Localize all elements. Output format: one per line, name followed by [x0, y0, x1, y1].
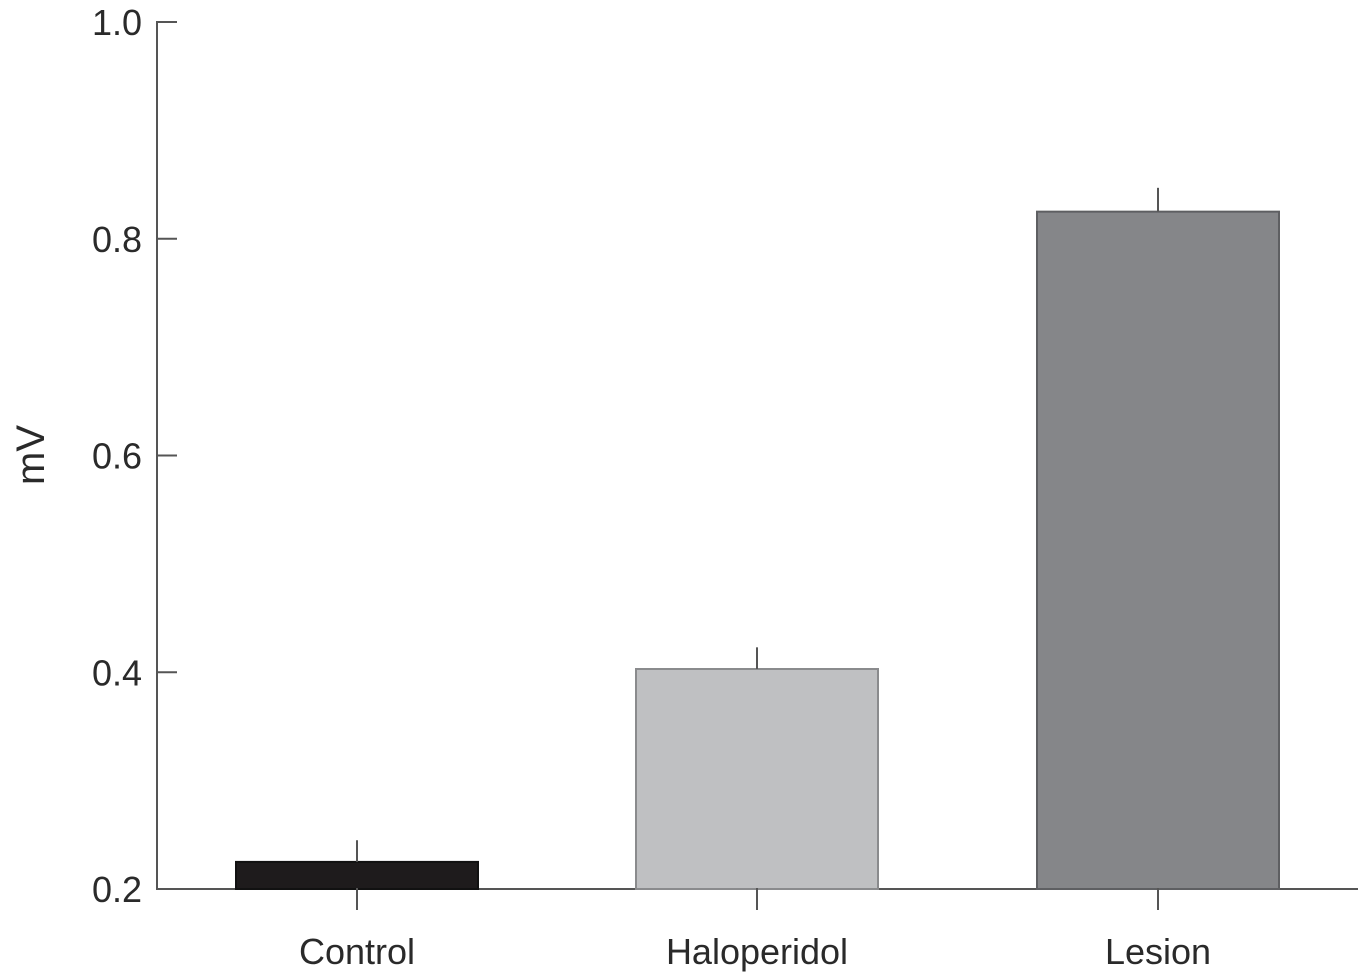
x-axis-ticks: Control Haloperidol Lesion	[299, 888, 1211, 972]
y-tick-label: 0.8	[92, 219, 142, 260]
y-tick-label: 0.6	[92, 436, 142, 477]
y-tick-label: 0.4	[92, 652, 142, 693]
y-axis-title: mV	[9, 425, 53, 485]
y-axis-ticks: 0.2 0.4 0.6 0.8 1.0	[92, 2, 177, 910]
y-tick-label: 1.0	[92, 2, 142, 43]
bar-control	[235, 860, 479, 890]
bar-haloperidol	[635, 667, 879, 891]
bar-lesion	[1036, 210, 1280, 890]
x-tick-label: Haloperidol	[666, 931, 848, 972]
bars	[235, 187, 1280, 891]
y-tick-label: 0.2	[92, 869, 142, 910]
x-tick-label: Control	[299, 931, 415, 972]
x-tick-label: Lesion	[1105, 931, 1211, 972]
